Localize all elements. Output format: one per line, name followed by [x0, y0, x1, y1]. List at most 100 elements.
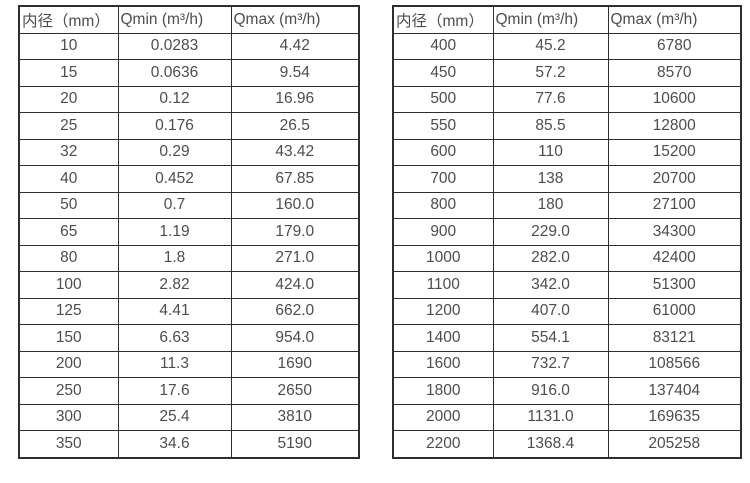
header-inner-diameter: 内径（mm）	[392, 5, 494, 34]
table-cell: 180	[492, 191, 609, 219]
table-cell: 34300	[607, 218, 742, 246]
table-cell: 282.0	[492, 244, 609, 272]
table-cell: 137404	[607, 377, 742, 405]
table-cell: 800	[392, 191, 494, 219]
table-cell: 10	[18, 32, 119, 60]
table-cell: 11.3	[117, 350, 232, 378]
table-cell: 80	[18, 244, 119, 272]
table-cell: 3810	[230, 403, 360, 431]
table-cell: 700	[392, 165, 494, 193]
table-cell: 15200	[607, 138, 742, 166]
table-cell: 0.7	[117, 191, 232, 219]
table-cell: 1131.0	[492, 403, 609, 431]
table-cell: 150	[18, 324, 119, 352]
table-row: 900 229.0 34300	[392, 218, 742, 246]
table-header-row: 内径（mm） Qmin (m³/h) Qmax (m³/h)	[18, 5, 360, 34]
table-cell: 0.176	[117, 112, 232, 140]
table-cell: 20700	[607, 165, 742, 193]
table-row: 25 0.176 26.5	[18, 112, 360, 140]
table-cell: 424.0	[230, 271, 360, 299]
table-cell: 500	[392, 85, 494, 113]
table-cell: 27100	[607, 191, 742, 219]
header-qmax: Qmax (m³/h)	[607, 5, 742, 34]
table-cell: 100	[18, 271, 119, 299]
table-row: 150 6.63 954.0	[18, 324, 360, 352]
table-row: 500 77.6 10600	[392, 85, 742, 113]
table-cell: 271.0	[230, 244, 360, 272]
table-row: 80 1.8 271.0	[18, 244, 360, 272]
table-cell: 77.6	[492, 85, 609, 113]
table-cell: 6780	[607, 32, 742, 60]
table-body: 10 0.0283 4.42 15 0.0636 9.54 20 0.12 16.96 25 0.1…	[18, 32, 360, 458]
table-cell: 600	[392, 138, 494, 166]
table-row: 50 0.7 160.0	[18, 191, 360, 219]
table-cell: 554.1	[492, 324, 609, 352]
table-cell: 50	[18, 191, 119, 219]
table-cell: 732.7	[492, 350, 609, 378]
table-cell: 108566	[607, 350, 742, 378]
table-cell: 662.0	[230, 297, 360, 325]
table-row: 450 57.2 8570	[392, 59, 742, 87]
table-row: 125 4.41 662.0	[18, 297, 360, 325]
table-cell: 1200	[392, 297, 494, 325]
table-cell: 9.54	[230, 59, 360, 87]
table-cell: 43.42	[230, 138, 360, 166]
table-cell: 4.42	[230, 32, 360, 60]
table-cell: 407.0	[492, 297, 609, 325]
table-row: 1600 732.7 108566	[392, 350, 742, 378]
table-cell: 1400	[392, 324, 494, 352]
table-row: 1800 916.0 137404	[392, 377, 742, 405]
table-cell: 25	[18, 112, 119, 140]
table-cell: 42400	[607, 244, 742, 272]
table-cell: 32	[18, 138, 119, 166]
table-row: 15 0.0636 9.54	[18, 59, 360, 87]
table-row: 10 0.0283 4.42	[18, 32, 360, 60]
table-row: 700 138 20700	[392, 165, 742, 193]
table-cell: 17.6	[117, 377, 232, 405]
table-cell: 65	[18, 218, 119, 246]
flow-table-small-diameters: 内径（mm） Qmin (m³/h) Qmax (m³/h) 10 0.0283 4…	[18, 5, 360, 459]
table-cell: 0.452	[117, 165, 232, 193]
table-cell: 138	[492, 165, 609, 193]
table-cell: 1690	[230, 350, 360, 378]
table-cell: 200	[18, 350, 119, 378]
table-row: 300 25.4 3810	[18, 403, 360, 431]
table-cell: 16.96	[230, 85, 360, 113]
table-cell: 4.41	[117, 297, 232, 325]
table-cell: 342.0	[492, 271, 609, 299]
table-row: 1000 282.0 42400	[392, 244, 742, 272]
table-cell: 0.0636	[117, 59, 232, 87]
table-cell: 40	[18, 165, 119, 193]
table-row: 200 11.3 1690	[18, 350, 360, 378]
table-cell: 2200	[392, 430, 494, 458]
table-cell: 0.12	[117, 85, 232, 113]
header-qmin: Qmin (m³/h)	[117, 5, 232, 34]
table-row: 1100 342.0 51300	[392, 271, 742, 299]
table-row: 550 85.5 12800	[392, 112, 742, 140]
table-cell: 0.29	[117, 138, 232, 166]
table-cell: 1600	[392, 350, 494, 378]
table-cell: 5190	[230, 430, 360, 458]
table-cell: 1.19	[117, 218, 232, 246]
table-header-row: 内径（mm） Qmin (m³/h) Qmax (m³/h)	[392, 5, 742, 34]
table-cell: 2650	[230, 377, 360, 405]
table-cell: 8570	[607, 59, 742, 87]
table-cell: 57.2	[492, 59, 609, 87]
table-cell: 10600	[607, 85, 742, 113]
table-cell: 450	[392, 59, 494, 87]
table-cell: 916.0	[492, 377, 609, 405]
table-cell: 1000	[392, 244, 494, 272]
table-cell: 2.82	[117, 271, 232, 299]
table-cell: 34.6	[117, 430, 232, 458]
flow-rate-tables-container: 内径（mm） Qmin (m³/h) Qmax (m³/h) 10 0.0283 4…	[18, 5, 742, 459]
table-cell: 51300	[607, 271, 742, 299]
table-cell: 85.5	[492, 112, 609, 140]
table-cell: 179.0	[230, 218, 360, 246]
table-cell: 1368.4	[492, 430, 609, 458]
header-inner-diameter: 内径（mm）	[18, 5, 119, 34]
table-row: 32 0.29 43.42	[18, 138, 360, 166]
table-cell: 83121	[607, 324, 742, 352]
table-row: 800 180 27100	[392, 191, 742, 219]
table-row: 350 34.6 5190	[18, 430, 360, 458]
table-row: 250 17.6 2650	[18, 377, 360, 405]
